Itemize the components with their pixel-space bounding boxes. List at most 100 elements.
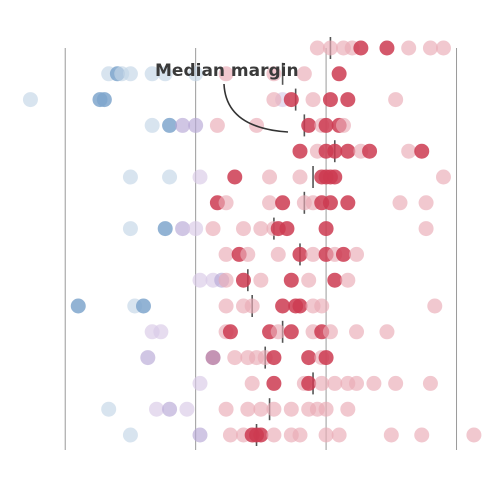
data-point	[266, 375, 282, 391]
data-point	[366, 375, 382, 391]
data-point	[422, 375, 438, 391]
data-point	[162, 117, 178, 133]
data-point	[388, 92, 404, 108]
data-point	[379, 40, 395, 56]
data-point	[188, 117, 204, 133]
data-point	[383, 427, 399, 443]
data-point	[335, 246, 351, 262]
data-point	[327, 169, 343, 185]
data-point	[175, 117, 191, 133]
data-point	[327, 143, 343, 159]
data-point	[349, 324, 365, 340]
data-point	[227, 169, 243, 185]
data-point	[227, 350, 243, 366]
data-point	[418, 195, 434, 211]
data-point	[96, 92, 112, 108]
data-point	[331, 427, 347, 443]
data-point	[218, 195, 234, 211]
data-point	[262, 169, 278, 185]
data-point	[401, 143, 417, 159]
data-point	[209, 117, 225, 133]
data-point	[322, 40, 338, 56]
data-point	[279, 221, 295, 237]
data-point	[266, 401, 282, 417]
data-point	[283, 401, 299, 417]
data-point	[240, 401, 256, 417]
data-point	[422, 40, 438, 56]
data-point	[235, 221, 251, 237]
data-point	[205, 221, 221, 237]
data-point	[179, 401, 195, 417]
data-point	[101, 401, 117, 417]
data-point	[401, 40, 417, 56]
data-point	[266, 350, 282, 366]
data-point	[175, 221, 191, 237]
data-point	[140, 350, 156, 366]
data-point	[314, 298, 330, 314]
data-point	[222, 427, 238, 443]
data-point	[144, 66, 160, 82]
data-point	[22, 92, 38, 108]
data-point	[327, 272, 343, 288]
data-point	[275, 195, 291, 211]
data-point	[379, 324, 395, 340]
data-point	[292, 427, 308, 443]
data-point	[414, 143, 430, 159]
data-point	[153, 324, 169, 340]
data-point	[331, 66, 347, 82]
data-point	[292, 143, 308, 159]
data-point	[296, 66, 312, 82]
data-point	[314, 375, 330, 391]
data-point	[292, 246, 308, 262]
data-point	[305, 246, 321, 262]
data-point	[283, 272, 299, 288]
data-point	[322, 195, 338, 211]
annotation-label: Median margin	[155, 61, 299, 81]
data-point	[292, 298, 308, 314]
data-point	[253, 401, 269, 417]
data-point	[388, 375, 404, 391]
data-point	[340, 195, 356, 211]
data-point	[266, 66, 282, 82]
data-point	[340, 143, 356, 159]
data-point	[218, 298, 234, 314]
data-point	[253, 427, 269, 443]
data-point	[392, 195, 408, 211]
data-point	[188, 221, 204, 237]
data-point	[266, 427, 282, 443]
data-point	[301, 350, 317, 366]
data-point	[340, 401, 356, 417]
data-point	[266, 92, 282, 108]
data-point	[292, 169, 308, 185]
data-point	[318, 427, 334, 443]
data-point	[244, 298, 260, 314]
data-point	[270, 324, 286, 340]
data-point	[283, 324, 299, 340]
data-point	[427, 298, 443, 314]
data-point	[162, 401, 178, 417]
data-point	[192, 375, 208, 391]
data-point	[240, 246, 256, 262]
data-point	[235, 272, 251, 288]
data-point	[340, 92, 356, 108]
data-point	[205, 350, 221, 366]
data-point	[318, 221, 334, 237]
data-point	[188, 66, 204, 82]
data-point	[192, 427, 208, 443]
data-point	[335, 117, 351, 133]
data-point	[414, 427, 430, 443]
data-point	[253, 272, 269, 288]
data-point	[418, 221, 434, 237]
data-point	[157, 221, 173, 237]
data-point	[192, 169, 208, 185]
data-point	[305, 92, 321, 108]
data-point	[192, 272, 208, 288]
data-point	[218, 272, 234, 288]
data-point	[318, 401, 334, 417]
data-point	[122, 427, 138, 443]
data-point	[218, 401, 234, 417]
data-point	[435, 40, 451, 56]
data-point	[318, 350, 334, 366]
data-point	[353, 40, 369, 56]
